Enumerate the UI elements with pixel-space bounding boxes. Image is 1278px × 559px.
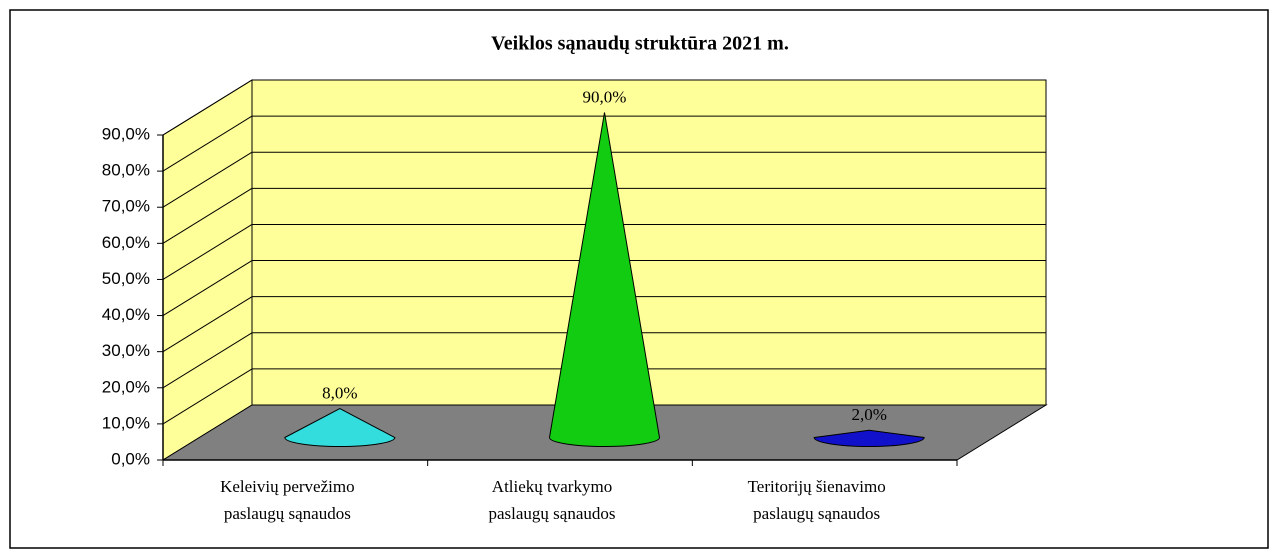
grid-line (162, 224, 253, 280)
y-tick-label: 40,0% (102, 305, 150, 324)
x-tick-label: Keleivių pervežimo (220, 477, 355, 496)
x-tick-label: paslaugų sąnaudos (488, 504, 615, 523)
y-tick-label: 0,0% (111, 449, 150, 468)
grid-line (162, 151, 253, 208)
side-wall (162, 79, 253, 461)
y-tick-label: 50,0% (102, 269, 150, 288)
value-label: 2,0% (851, 405, 886, 424)
x-tick-label: paslaugų sąnaudos (224, 504, 351, 523)
y-tick-label: 60,0% (102, 233, 150, 252)
grid-line (162, 296, 253, 353)
y-tick-label: 20,0% (102, 377, 150, 396)
grid-line (162, 332, 253, 389)
back-wall (251, 79, 1047, 406)
chart-title: Veiklos sąnaudų struktūra 2021 m. (491, 33, 789, 55)
cone (548, 112, 661, 447)
value-label: 8,0% (322, 384, 357, 403)
grid-line (162, 187, 253, 244)
y-tick-label: 10,0% (102, 413, 150, 432)
grid-line (162, 79, 253, 136)
y-tick-label: 80,0% (102, 161, 150, 180)
cone (284, 408, 396, 447)
grid-line (162, 260, 253, 316)
x-tick-label: Atliekų tvarkymo (492, 477, 612, 496)
x-tick-label: paslaugų sąnaudos (753, 504, 880, 523)
cone (813, 429, 925, 447)
x-tick-label: Teritorijų šienavimo (748, 477, 886, 496)
grid-line (162, 115, 253, 172)
value-label: 90,0% (583, 87, 627, 106)
y-tick-label: 70,0% (102, 197, 150, 216)
grid-line (162, 368, 253, 425)
y-tick-label: 30,0% (102, 341, 150, 360)
y-tick-label: 90,0% (102, 124, 150, 143)
